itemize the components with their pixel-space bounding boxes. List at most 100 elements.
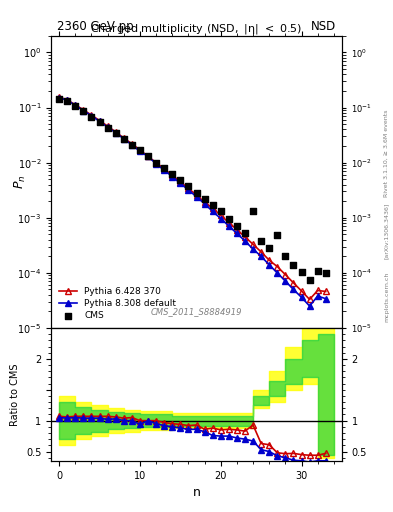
Pythia 8.308 default <box>235 230 239 237</box>
Pythia 6.428 370 <box>259 249 263 255</box>
Y-axis label: Ratio to CMS: Ratio to CMS <box>11 363 20 425</box>
Pythia 8.308 default <box>210 208 215 215</box>
Pythia 6.428 370 <box>186 185 191 191</box>
Pythia 6.428 370 <box>138 147 142 153</box>
Pythia 6.428 370 <box>178 179 183 185</box>
Pythia 6.428 370 <box>65 97 70 103</box>
Pythia 8.308 default <box>226 223 231 229</box>
Line: Pythia 6.428 370: Pythia 6.428 370 <box>56 94 329 302</box>
Pythia 6.428 370 <box>315 287 320 293</box>
Pythia 8.308 default <box>113 130 118 136</box>
Pythia 8.308 default <box>202 201 207 207</box>
CMS <box>314 267 321 275</box>
Pythia 8.308 default <box>178 180 183 186</box>
Pythia 8.308 default <box>315 293 320 299</box>
CMS <box>202 195 208 203</box>
Pythia 8.308 default <box>219 216 223 222</box>
Pythia 8.308 default <box>242 238 247 244</box>
CMS <box>72 102 79 111</box>
Pythia 6.428 370 <box>235 226 239 232</box>
Pythia 6.428 370 <box>194 192 199 198</box>
CMS <box>112 129 119 137</box>
CMS <box>226 215 232 223</box>
Pythia 8.308 default <box>121 136 126 142</box>
Legend: Pythia 6.428 370, Pythia 8.308 default, CMS: Pythia 6.428 370, Pythia 8.308 default, … <box>55 284 180 324</box>
Pythia 8.308 default <box>89 113 94 119</box>
Pythia 8.308 default <box>81 108 86 114</box>
Pythia 8.308 default <box>259 253 263 260</box>
CMS <box>193 189 200 197</box>
Pythia 8.308 default <box>275 270 280 276</box>
Pythia 6.428 370 <box>219 212 223 219</box>
Pythia 6.428 370 <box>267 257 272 263</box>
CMS <box>105 124 111 132</box>
Pythia 8.308 default <box>162 167 167 173</box>
CMS <box>266 244 272 252</box>
Pythia 6.428 370 <box>291 280 296 286</box>
Pythia 8.308 default <box>307 303 312 309</box>
Pythia 6.428 370 <box>299 288 304 294</box>
Pythia 8.308 default <box>154 161 158 167</box>
Pythia 6.428 370 <box>130 141 134 147</box>
CMS <box>218 207 224 216</box>
CMS <box>145 152 151 160</box>
Pythia 6.428 370 <box>113 129 118 135</box>
Pythia 6.428 370 <box>97 118 102 124</box>
Text: NSD: NSD <box>311 20 336 33</box>
Pythia 6.428 370 <box>146 153 151 159</box>
CMS <box>161 164 167 173</box>
Y-axis label: $P_n$: $P_n$ <box>13 175 28 189</box>
Pythia 8.308 default <box>291 286 296 292</box>
Pythia 6.428 370 <box>170 172 174 178</box>
Pythia 6.428 370 <box>81 106 86 113</box>
CMS <box>298 268 305 276</box>
Text: 2360 GeV pp: 2360 GeV pp <box>57 20 134 33</box>
CMS <box>153 159 159 167</box>
CMS <box>250 207 256 216</box>
Text: CMS_2011_S8884919: CMS_2011_S8884919 <box>151 307 242 316</box>
Pythia 8.308 default <box>194 194 199 200</box>
Pythia 8.308 default <box>283 278 288 284</box>
Pythia 8.308 default <box>105 124 110 130</box>
CMS <box>177 176 184 184</box>
CMS <box>96 118 103 126</box>
CMS <box>234 222 240 230</box>
Pythia 8.308 default <box>186 187 191 193</box>
Pythia 8.308 default <box>299 294 304 301</box>
Pythia 6.428 370 <box>121 135 126 141</box>
Pythia 6.428 370 <box>202 199 207 205</box>
CMS <box>307 275 313 284</box>
CMS <box>185 182 191 190</box>
CMS <box>88 113 95 121</box>
Line: Pythia 8.308 default: Pythia 8.308 default <box>56 95 329 309</box>
CMS <box>129 141 135 149</box>
CMS <box>121 135 127 143</box>
Pythia 6.428 370 <box>57 94 62 100</box>
Pythia 6.428 370 <box>226 220 231 226</box>
CMS <box>323 269 329 278</box>
Pythia 6.428 370 <box>154 160 158 166</box>
Title: Charged multiplicity $\mathregular{(NSD,\ |\eta|\ <\ 0.5)}$: Charged multiplicity $\mathregular{(NSD,… <box>90 22 303 36</box>
Text: [arXiv:1306.3436]: [arXiv:1306.3436] <box>384 202 389 259</box>
Pythia 6.428 370 <box>283 271 288 278</box>
Pythia 8.308 default <box>65 97 70 103</box>
X-axis label: n: n <box>193 486 200 499</box>
CMS <box>169 170 175 178</box>
Pythia 6.428 370 <box>162 166 167 172</box>
Pythia 8.308 default <box>323 295 328 302</box>
Pythia 6.428 370 <box>210 205 215 211</box>
Text: Rivet 3.1.10, ≥ 3.6M events: Rivet 3.1.10, ≥ 3.6M events <box>384 110 389 197</box>
CMS <box>242 228 248 237</box>
CMS <box>290 261 297 269</box>
Pythia 6.428 370 <box>251 241 255 247</box>
CMS <box>56 95 62 103</box>
Pythia 8.308 default <box>251 246 255 252</box>
Pythia 8.308 default <box>130 142 134 148</box>
CMS <box>274 230 281 239</box>
Pythia 6.428 370 <box>73 102 78 108</box>
Pythia 6.428 370 <box>307 296 312 303</box>
Pythia 6.428 370 <box>242 234 247 240</box>
Pythia 6.428 370 <box>89 112 94 118</box>
CMS <box>209 201 216 209</box>
Pythia 8.308 default <box>267 262 272 268</box>
